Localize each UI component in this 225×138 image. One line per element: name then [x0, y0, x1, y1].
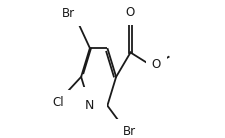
- Text: N: N: [85, 99, 94, 112]
- Text: Br: Br: [62, 7, 75, 20]
- Text: O: O: [151, 59, 160, 71]
- Text: Br: Br: [122, 125, 135, 138]
- Text: O: O: [125, 6, 135, 19]
- Text: Cl: Cl: [52, 96, 64, 109]
